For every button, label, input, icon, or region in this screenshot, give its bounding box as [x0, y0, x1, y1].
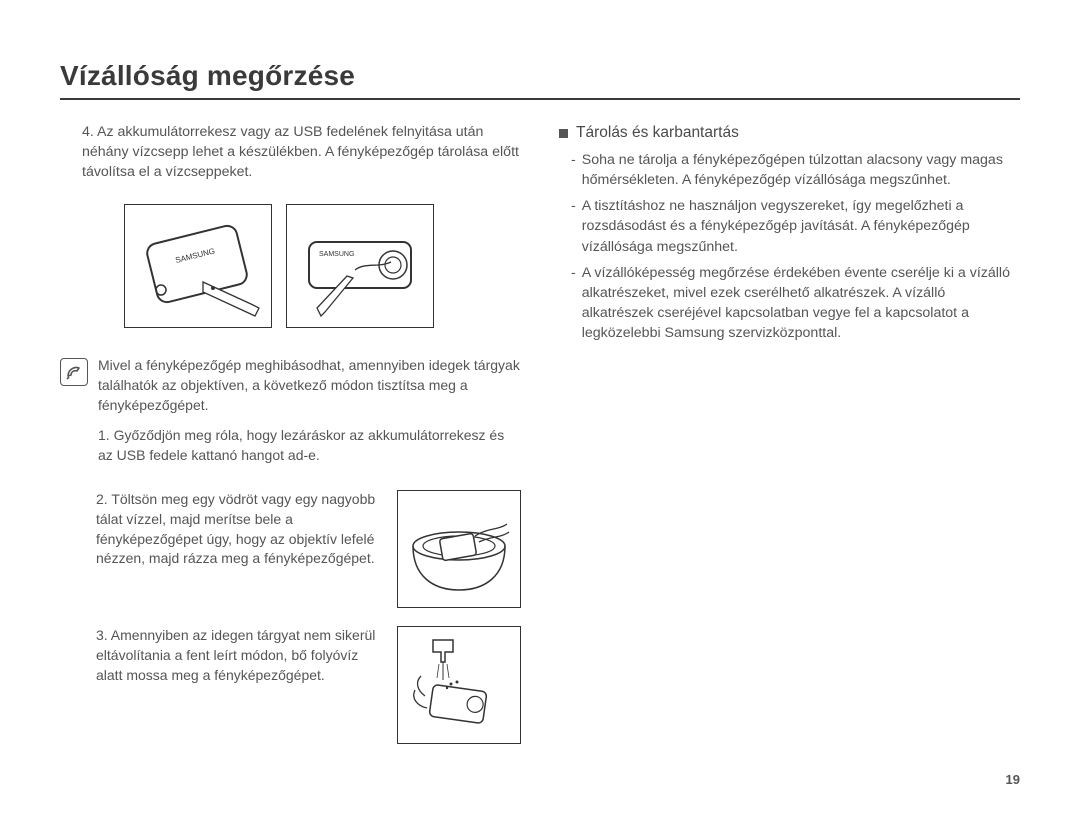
manual-page: Vízállóság megőrzése 4. Az akkumulátorre… — [0, 0, 1080, 815]
svg-text:SAMSUNG: SAMSUNG — [174, 247, 215, 266]
note-block: Mivel a fényképezőgép meghibásodhat, ame… — [60, 356, 521, 475]
note-text: Mivel a fényképezőgép meghibásodhat, ame… — [98, 356, 521, 475]
storage-list: - Soha ne tárolja a fényképezőgépen túlz… — [559, 150, 1020, 343]
cleaning-step-3: 3. Amennyiben az idegen tárgyat nem sike… — [96, 626, 381, 686]
storage-item-3: - A vízállóképesség megőrzése érdekében … — [571, 263, 1020, 344]
illustration-bowl — [397, 490, 521, 608]
illustration-tap — [397, 626, 521, 744]
storage-item-3-text: A vízállóképesség megőrzése érdekében év… — [582, 263, 1020, 344]
storage-item-1-text: Soha ne tárolja a fényképezőgépen túlzot… — [582, 150, 1020, 190]
left-column: 4. Az akkumulátorrekesz vagy az USB fede… — [60, 122, 521, 744]
illustration-camera-back-wipe: SAMSUNG — [124, 204, 272, 328]
cleaning-step-1: 1. Győződjön meg róla, hogy lezáráskor a… — [98, 426, 521, 466]
storage-item-2-text: A tisztításhoz ne használjon vegyszereke… — [582, 196, 1020, 256]
storage-subhead-row: Tárolás és karbantartás — [559, 122, 1020, 144]
dash-icon: - — [571, 150, 576, 190]
title-rule — [60, 98, 1020, 100]
note-icon — [60, 358, 88, 386]
svg-text:SAMSUNG: SAMSUNG — [319, 251, 354, 258]
step-4-text: 4. Az akkumulátorrekesz vagy az USB fede… — [60, 122, 521, 182]
dash-icon: - — [571, 196, 576, 256]
cleaning-step-2: 2. Töltsön meg egy vödröt vagy egy nagyo… — [96, 490, 381, 570]
cleaning-step-2-row: 2. Töltsön meg egy vödröt vagy egy nagyo… — [60, 490, 521, 608]
cleaning-step-3-row: 3. Amennyiben az idegen tárgyat nem sike… — [60, 626, 521, 744]
page-title: Vízállóság megőrzése — [60, 60, 1020, 92]
camera-back-svg: SAMSUNG — [133, 212, 263, 320]
note-paragraph: Mivel a fényképezőgép meghibásodhat, ame… — [98, 356, 521, 416]
right-column: Tárolás és karbantartás - Soha ne tárolj… — [559, 122, 1020, 744]
storage-item-1: - Soha ne tárolja a fényképezőgépen túlz… — [571, 150, 1020, 190]
illustration-row-1: SAMSUNG SAMSUNG — [124, 204, 521, 328]
storage-item-2: - A tisztításhoz ne használjon vegyszere… — [571, 196, 1020, 256]
content-columns: 4. Az akkumulátorrekesz vagy az USB fede… — [60, 122, 1020, 744]
camera-top-svg: SAMSUNG — [295, 212, 425, 320]
storage-subhead: Tárolás és karbantartás — [576, 122, 739, 144]
page-number: 19 — [1006, 772, 1020, 787]
illustration-camera-top-wipe: SAMSUNG — [286, 204, 434, 328]
square-bullet-icon — [559, 129, 568, 138]
dash-icon: - — [571, 263, 576, 344]
